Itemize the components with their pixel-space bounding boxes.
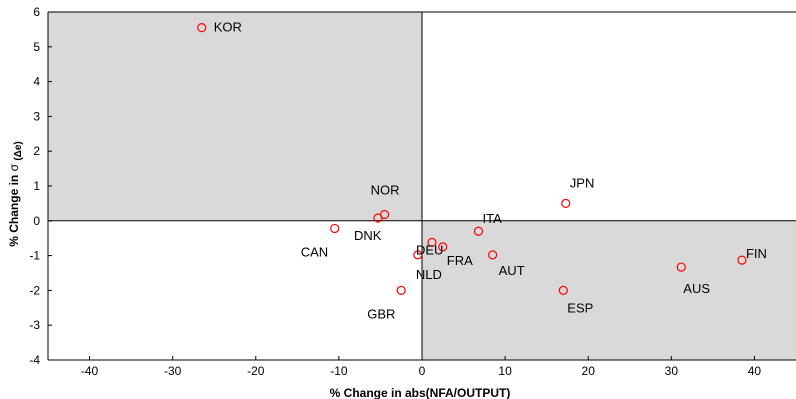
x-tick-label: -40 xyxy=(81,364,99,378)
x-tick-label: 30 xyxy=(665,364,679,378)
shade-top-left xyxy=(48,12,422,221)
point-label-ita: ITA xyxy=(483,211,503,226)
y-axis-label-sigma: σ xyxy=(7,163,21,171)
y-tick-label: 4 xyxy=(33,75,40,89)
data-point-can xyxy=(330,223,340,234)
shaded-quadrants xyxy=(48,12,796,360)
y-tick-label: 0 xyxy=(33,214,40,228)
x-axis-label: % Change in abs(NFA/OUTPUT) xyxy=(330,386,511,399)
point-label-nor: NOR xyxy=(371,183,400,198)
data-point-aut xyxy=(488,250,498,260)
point-label-deu: DEU xyxy=(416,242,443,257)
x-tick-label: -20 xyxy=(247,364,265,378)
point-label-fra: FRA xyxy=(447,253,473,268)
point-label-fin: FIN xyxy=(746,246,767,261)
y-tick-label: -3 xyxy=(29,318,40,332)
point-label-nld: NLD xyxy=(416,267,442,282)
x-tick-label: 20 xyxy=(582,364,596,378)
data-point-esp xyxy=(558,285,568,295)
data-point-kor xyxy=(197,23,207,33)
data-point-aus xyxy=(676,262,686,272)
y-tick-label: -4 xyxy=(29,353,40,367)
y-tick-label: -2 xyxy=(29,283,40,297)
y-tick-label: 3 xyxy=(33,109,40,123)
data-point-dnk xyxy=(373,213,383,223)
x-tick-label: -10 xyxy=(330,364,348,378)
point-label-kor: KOR xyxy=(214,20,242,35)
y-axis-label-text: % Change in xyxy=(7,171,21,246)
y-tick-label: 5 xyxy=(33,40,40,54)
y-tick-label: 2 xyxy=(33,144,40,158)
data-point-fra xyxy=(438,242,448,252)
y-tick-label: 1 xyxy=(33,179,40,193)
point-label-aut: AUT xyxy=(499,263,525,278)
point-label-gbr: GBR xyxy=(367,306,395,321)
point-label-dnk: DNK xyxy=(354,228,382,243)
data-point-ita xyxy=(473,226,484,236)
x-tick-label: -30 xyxy=(164,364,182,378)
point-label-can: CAN xyxy=(301,244,328,259)
data-point-nld xyxy=(413,250,423,260)
shade-bottom-right xyxy=(422,220,796,360)
x-tick-label: 10 xyxy=(498,364,512,378)
x-tick-label: 40 xyxy=(748,364,762,378)
y-tick-label: 6 xyxy=(33,5,40,19)
y-axis-label-delta-e: (Δe) xyxy=(13,141,24,160)
data-points xyxy=(197,23,747,295)
data-point-deu xyxy=(427,237,437,247)
point-label-jpn: JPN xyxy=(570,175,595,190)
y-tick-label: -1 xyxy=(29,249,40,263)
x-tick-label: 0 xyxy=(419,364,426,378)
y-axis-label: % Change in σ (Δe) xyxy=(7,141,24,247)
data-point-fin xyxy=(737,255,747,265)
point-labels: KOR NOR DNK CAN DEU FRA NLD GBR ITA AUT JPN ESP AUS F… xyxy=(214,20,767,322)
data-point-jpn xyxy=(561,198,571,208)
data-point-gbr xyxy=(396,285,406,295)
point-label-esp: ESP xyxy=(567,300,593,315)
point-label-aus: AUS xyxy=(683,281,710,296)
